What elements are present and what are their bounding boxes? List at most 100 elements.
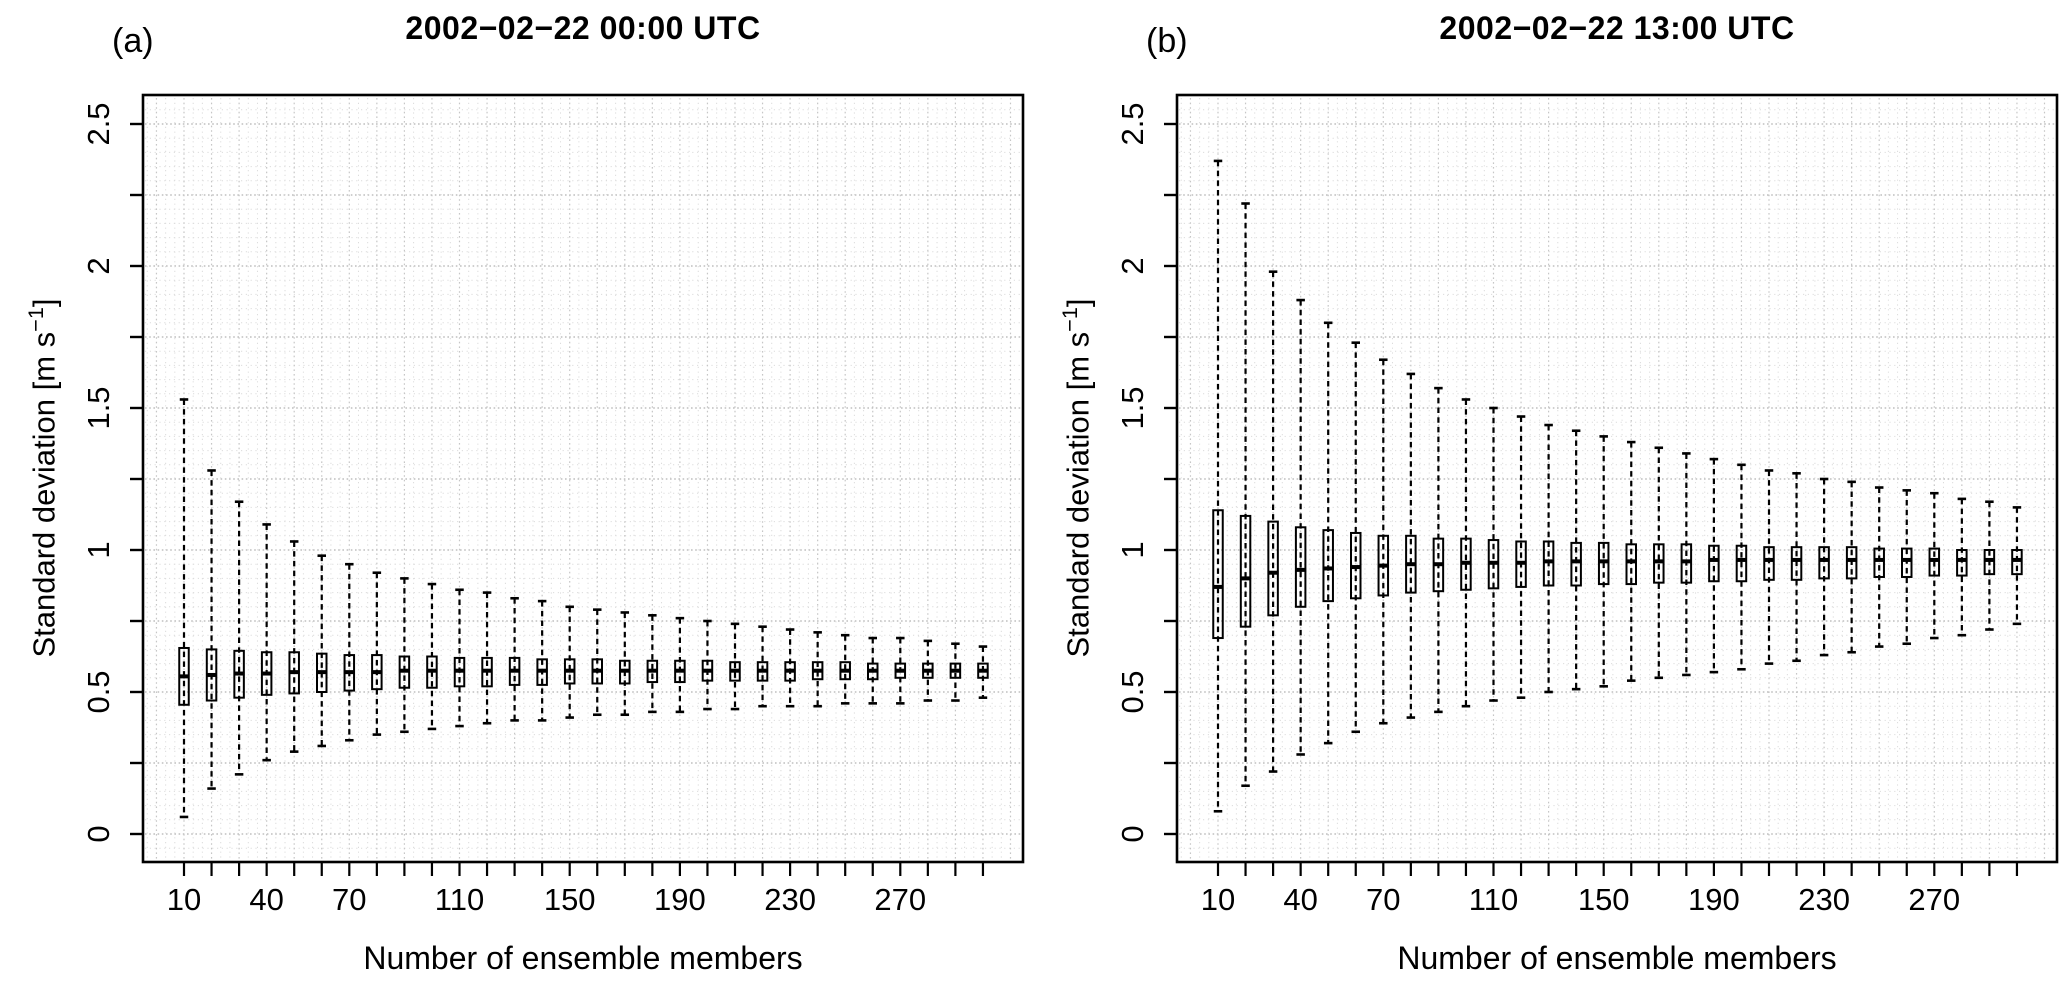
panel-a-yaxis-title: Standard deviation [m s−1] [15, 228, 61, 728]
boxplot-n-110 [1487, 406, 1500, 702]
boxplot-n-70 [1377, 358, 1390, 725]
y-tick-label: 2 [81, 257, 116, 274]
y-axis: 0 0.5 1 1.5 2 2.5 [1115, 102, 1177, 843]
iqr-box [1653, 543, 1665, 584]
iqr-box [1956, 549, 1968, 577]
x-axis: 10 40 70 110 150 190 230 270 [167, 863, 985, 917]
x-tick-label: 270 [874, 882, 926, 917]
boxplot-n-220 [1790, 472, 1803, 663]
y-tick-label: 2.5 [1115, 102, 1150, 145]
x-tick-label: 70 [332, 882, 366, 917]
boxplot-n-60 [1350, 341, 1362, 734]
boxplot-n-130 [1542, 423, 1555, 694]
boxplot-n-70 [343, 562, 356, 742]
boxplot-n-160 [591, 608, 603, 717]
y-tick-label: 2 [1115, 257, 1150, 274]
y-tick-label: 1 [1115, 541, 1150, 558]
panel-(b)-plot: 0 0.5 1 1.5 2 2.5 10 40 70 110 150 190 230 270 [1115, 93, 2059, 917]
boxplot-n-210 [1763, 469, 1775, 665]
boxplot-n-240 [1845, 480, 1858, 654]
boxplot-n-270 [1928, 491, 1941, 640]
boxplot-n-290 [1983, 500, 1996, 631]
x-tick-label: 40 [249, 882, 283, 917]
panel-a-tag: (a) [112, 22, 154, 60]
yaxis-title-superscript: −1 [23, 307, 48, 332]
boxplot-n-10 [178, 398, 190, 819]
iqr-box [1708, 544, 1720, 583]
iqr-box [1901, 547, 1913, 578]
panel-b-yaxis-title: Standard deviation [m s−1] [1049, 228, 1095, 728]
boxplot-n-80 [1405, 372, 1417, 719]
boxplot-n-110 [453, 588, 466, 728]
iqr-box [1983, 549, 1996, 576]
iqr-box [1212, 509, 1224, 640]
boxplot-n-50 [288, 540, 300, 753]
x-tick-label: 10 [167, 882, 201, 917]
boxplot-n-120 [481, 591, 493, 725]
iqr-box [1873, 547, 1885, 578]
y-tick-label: 0 [81, 825, 116, 842]
boxplot-n-170 [1653, 446, 1665, 680]
iqr-box [1625, 543, 1637, 586]
iqr-box [1267, 520, 1279, 617]
panel-b-title: 2002−02−22 13:00 UTC [1439, 10, 1795, 46]
boxplot-n-260 [1901, 489, 1913, 646]
x-axis: 10 40 70 110 150 190 230 270 [1201, 863, 2019, 917]
y-axis: 0 0.5 1 1.5 2 2.5 [81, 102, 143, 843]
iqr-box [1597, 541, 1610, 586]
boxplot-n-230 [1818, 477, 1830, 657]
boxplot-n-200 [1735, 463, 1748, 671]
y-tick-label: 1 [81, 541, 116, 558]
boxplot-n-30 [1267, 270, 1279, 773]
boxplot-n-250 [839, 633, 851, 705]
x-tick-label: 270 [1908, 882, 1960, 917]
x-tick-label: 10 [1201, 882, 1235, 917]
boxplot-n-280 [922, 639, 934, 702]
boxplot-n-120 [1515, 415, 1527, 699]
boxplot-n-20 [1239, 202, 1252, 788]
boxplot-n-250 [1873, 486, 1885, 648]
boxplot-n-100 [426, 582, 438, 731]
boxplot-n-300 [977, 645, 989, 699]
iqr-box [1818, 546, 1830, 580]
y-tick-label: 1.5 [81, 386, 116, 429]
boxplot-n-60 [316, 554, 328, 748]
boxplot-n-140 [1570, 429, 1582, 691]
boxplot-n-80 [371, 571, 383, 736]
yaxis-title-text: Standard deviation [m s [26, 331, 62, 658]
boxplot-n-280 [1956, 497, 1968, 637]
x-tick-label: 190 [654, 882, 706, 917]
boxplot-n-290 [949, 642, 962, 702]
yaxis-title-bracket: ] [1060, 298, 1096, 308]
boxplot-n-190 [674, 616, 686, 714]
x-tick-label: 190 [1688, 882, 1740, 917]
y-tick-label: 0.5 [1115, 670, 1150, 713]
x-tick-label: 150 [1578, 882, 1630, 917]
x-tick-label: 40 [1283, 882, 1317, 917]
iqr-box [1790, 546, 1803, 581]
boxplot-n-170 [619, 611, 631, 717]
iqr-box [2011, 549, 2023, 576]
grid [145, 98, 1021, 859]
panel-a-xaxis-title: Number of ensemble members [363, 940, 803, 976]
boxplot-n-20 [205, 469, 218, 790]
iqr-box [1845, 546, 1858, 580]
boxplot-n-140 [536, 599, 548, 722]
y-tick-label: 2.5 [81, 102, 116, 145]
boxplot-n-180 [646, 614, 659, 714]
boxplot-n-100 [1460, 398, 1472, 708]
boxplot-n-220 [756, 625, 769, 708]
iqr-box [1239, 514, 1252, 628]
iqr-box [1763, 546, 1775, 581]
y-tick-label: 0 [1115, 825, 1150, 842]
boxplot-n-10 [1212, 159, 1224, 813]
boxplot-n-150 [563, 605, 576, 719]
boxplot-n-40 [260, 523, 273, 762]
yaxis-title-superscript: −1 [1057, 307, 1082, 332]
boxplot-n-150 [1597, 435, 1610, 688]
panel-b-xaxis-title: Number of ensemble members [1397, 940, 1837, 976]
x-tick-label: 230 [1798, 882, 1850, 917]
yaxis-title-bracket: ] [26, 298, 62, 308]
